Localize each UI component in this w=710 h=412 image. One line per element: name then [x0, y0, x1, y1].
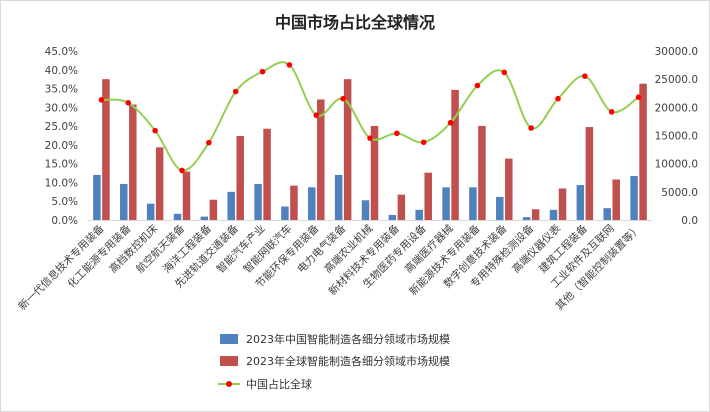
- china-market-bar: [227, 191, 235, 220]
- left-axis-tick-label: 30.0%: [45, 102, 78, 114]
- global-market-bar: [612, 179, 620, 220]
- legend-bar-swatch: [220, 356, 238, 366]
- china-market-bar: [146, 203, 155, 220]
- china-share-point: [420, 139, 427, 146]
- global-market-bar: [343, 79, 352, 221]
- global-market-bar: [129, 104, 137, 220]
- right-axis-tick-label: 10000.0: [655, 159, 698, 171]
- china-share-point: [582, 73, 588, 79]
- right-axis-tick-label: 15000.0: [655, 131, 698, 143]
- right-axis: 0.0 5000.0 10000.0 15000.0 20000.0 25000.0 300…: [655, 46, 698, 227]
- chart-title: 中国市场占比全球情况: [275, 13, 435, 32]
- global-market-bar: [558, 188, 567, 220]
- right-axis-tick-label: 30000.0: [655, 46, 698, 58]
- global-market-bar: [397, 194, 406, 220]
- global-market-bar: [317, 99, 325, 220]
- china-market-bar: [93, 174, 101, 220]
- left-axis-tick-label: 25.0%: [45, 121, 78, 133]
- china-share-point: [232, 88, 239, 95]
- left-axis-tick-label: 15.0%: [45, 159, 78, 171]
- china-market-bar: [120, 183, 128, 220]
- china-share-point: [447, 119, 454, 126]
- china-market-bar: [200, 216, 209, 220]
- right-axis-tick-label: 5000.0: [661, 187, 698, 199]
- global-market-bar: [505, 158, 513, 220]
- china-share-point: [152, 127, 158, 134]
- legend-bar-swatch: [220, 334, 238, 344]
- china-share-point: [367, 135, 373, 141]
- global-market-bar: [424, 172, 432, 220]
- china-share-point: [286, 62, 293, 68]
- global-market-bar: [370, 125, 379, 220]
- china-share-point: [635, 94, 642, 100]
- china-market-bar: [334, 174, 343, 220]
- left-axis-tick-label: 5.0%: [51, 196, 78, 208]
- legend-label: 中国占比全球: [246, 377, 312, 391]
- china-share-point: [179, 167, 185, 174]
- global-market-bar: [451, 89, 459, 221]
- legend-label: 2023年中国智能制造各细分领域市场规模: [246, 332, 450, 346]
- left-axis-tick-label: 10.0%: [45, 177, 78, 189]
- china-share-point: [98, 97, 105, 103]
- left-axis-tick-label: 0.0%: [51, 215, 78, 227]
- china-share-point: [340, 95, 346, 102]
- china-market-bar: [388, 214, 397, 220]
- china-market-bar: [173, 213, 182, 220]
- china-share-point: [394, 130, 400, 137]
- bar-series-group: [93, 79, 647, 221]
- china-market-bar: [630, 176, 638, 220]
- global-market-bar: [478, 125, 486, 220]
- china-share-point: [125, 100, 132, 106]
- china-market-bar: [281, 206, 289, 220]
- china-share-point: [259, 68, 266, 75]
- right-axis-tick-label: 25000.0: [655, 74, 698, 86]
- global-market-bar: [209, 199, 218, 220]
- china-market-bar: [469, 187, 477, 220]
- left-axis-tick-label: 45.0%: [45, 46, 78, 58]
- china-market-bar: [576, 185, 585, 220]
- china-market-bar: [361, 200, 370, 220]
- legend: 2023年中国智能制造各细分领域市场规模 2023年全球智能制造各细分领域市场规模…: [218, 332, 450, 391]
- global-market-bar: [236, 136, 244, 220]
- legend-line-marker: [226, 381, 232, 387]
- left-axis: 0.0% 5.0% 10.0% 15.0% 20.0% 25.0% 30.0% 35.0% 40…: [45, 46, 652, 227]
- china-market-bar: [415, 209, 423, 220]
- right-axis-tick-label: 20000.0: [655, 102, 698, 114]
- china-share-point: [313, 112, 320, 119]
- china-market-bar: [603, 208, 611, 220]
- global-market-bar: [290, 185, 298, 220]
- line-series-group: [98, 61, 642, 174]
- china-market-bar: [308, 187, 316, 220]
- china-market-bar: [442, 187, 450, 220]
- china-share-point: [474, 82, 481, 89]
- china-market-bar: [496, 196, 504, 220]
- left-axis-tick-label: 40.0%: [45, 65, 78, 77]
- global-market-bar: [263, 128, 271, 220]
- china-share-point: [528, 125, 534, 131]
- china-share-point: [608, 109, 615, 115]
- global-market-bar: [585, 127, 594, 220]
- right-axis-tick-label: 0.0: [681, 215, 698, 227]
- china-share-point: [501, 69, 508, 76]
- global-market-bar: [639, 83, 647, 220]
- china-share-point: [206, 139, 212, 146]
- china-share-point: [555, 95, 561, 102]
- global-market-bar: [155, 147, 164, 220]
- legend-label: 2023年全球智能制造各细分领域市场规模: [246, 354, 450, 368]
- left-axis-tick-label: 35.0%: [45, 84, 78, 96]
- global-market-bar: [182, 171, 191, 220]
- global-market-bar: [531, 209, 540, 220]
- china-market-bar: [254, 183, 262, 220]
- china-market-bar: [549, 209, 558, 220]
- left-axis-tick-label: 20.0%: [45, 140, 78, 152]
- china-market-bar: [522, 217, 531, 220]
- global-market-bar: [102, 79, 110, 221]
